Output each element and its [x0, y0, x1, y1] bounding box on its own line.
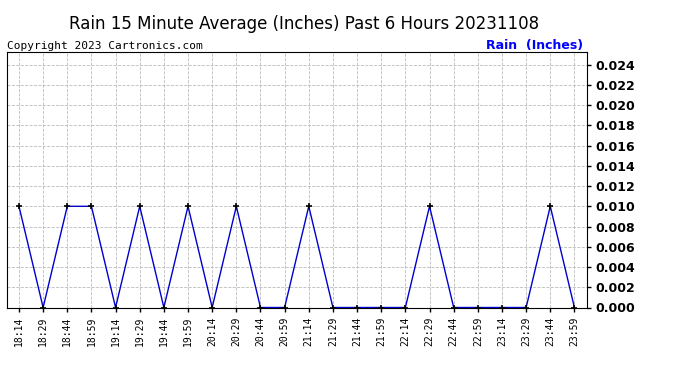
Text: Rain  (Inches): Rain (Inches)	[486, 39, 583, 53]
Text: Copyright 2023 Cartronics.com: Copyright 2023 Cartronics.com	[7, 41, 203, 51]
Text: Rain 15 Minute Average (Inches) Past 6 Hours 20231108: Rain 15 Minute Average (Inches) Past 6 H…	[68, 15, 539, 33]
